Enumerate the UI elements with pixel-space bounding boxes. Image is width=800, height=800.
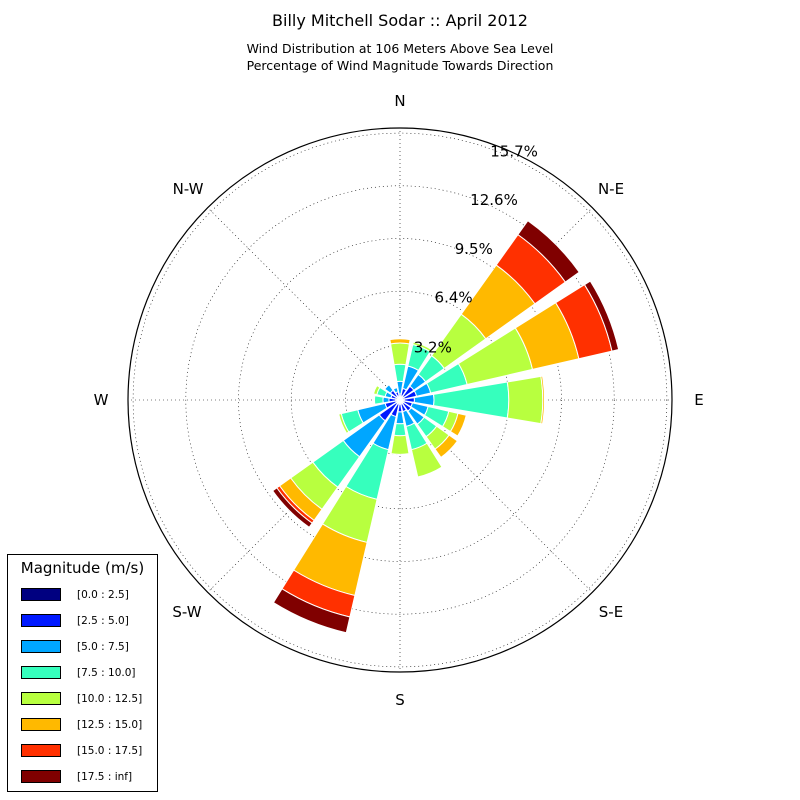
legend-swatch	[21, 666, 61, 679]
legend-label: [7.5 : 10.0]	[77, 667, 136, 679]
wind-bar-segment	[449, 412, 467, 437]
ring-gridline	[290, 290, 510, 510]
wind-bar-segment	[338, 412, 350, 435]
legend-label: [10.0 : 12.5]	[77, 693, 143, 705]
radial-tick-label: 15.7%	[490, 142, 538, 160]
wind-bar-segment	[583, 280, 620, 352]
direction-label: S-W	[172, 603, 201, 621]
legend-title: Magnitude (m/s)	[20, 559, 145, 577]
wind-bar-segment	[374, 395, 384, 405]
direction-label: S	[395, 691, 405, 709]
wind-bar-segment	[389, 338, 411, 345]
legend-swatch	[21, 640, 61, 653]
direction-label: N-E	[598, 180, 624, 198]
radial-tick-label: 6.4%	[435, 289, 473, 307]
wind-bar-segment	[506, 375, 544, 425]
direction-label: S-E	[599, 603, 623, 621]
wind-bar-segment	[372, 384, 381, 396]
legend: Magnitude (m/s) [0.0 : 2.5] [2.5 : 5.0] …	[7, 554, 158, 792]
wind-bar-segment	[412, 341, 433, 353]
legend-label: [12.5 : 15.0]	[77, 719, 143, 731]
wind-bar-segment	[540, 375, 545, 425]
chart-subtitle-line-1: Wind Distribution at 106 Meters Above Se…	[246, 41, 554, 56]
legend-label: [0.0 : 2.5]	[77, 589, 129, 601]
radial-tick-label: 9.5%	[455, 240, 493, 258]
wind-bar-segment	[382, 396, 390, 404]
legend-label: [2.5 : 5.0]	[77, 615, 129, 627]
legend-swatch	[21, 718, 61, 731]
legend-swatch	[21, 744, 61, 757]
wind-bar-segment	[517, 220, 580, 283]
direction-label: N-W	[173, 180, 204, 198]
wind-bar-segment	[272, 588, 351, 634]
wind-bar-segment	[434, 434, 459, 459]
wind-bar-segment	[390, 342, 410, 366]
ring-gridline	[132, 132, 668, 668]
wind-bar-segment	[392, 386, 399, 394]
wind-rose-bars	[271, 220, 620, 634]
wind-bar-segment	[390, 434, 410, 455]
chart-subtitle-line-2: Percentage of Wind Magnitude Towards Dir…	[246, 58, 554, 73]
polar-frame	[127, 127, 673, 673]
wind-bar-segment	[393, 363, 407, 383]
direction-label: W	[94, 391, 109, 409]
wind-bar-segment	[271, 487, 313, 529]
radial-tick-label: 3.2%	[414, 339, 452, 357]
ring-gridline	[238, 238, 562, 562]
legend-swatch	[21, 588, 61, 601]
legend-label: [15.0 : 17.5]	[77, 745, 143, 757]
direction-label: E	[694, 391, 703, 409]
legend-label: [17.5 : inf]	[77, 771, 133, 783]
chart-title: Billy Mitchell Sodar :: April 2012	[272, 11, 528, 30]
legend-swatch	[21, 614, 61, 627]
legend-swatch	[21, 770, 61, 783]
direction-label: N	[394, 92, 405, 110]
radial-tick-label: 12.6%	[470, 191, 518, 209]
wind-bar-segment	[384, 384, 394, 394]
ring-gridline	[185, 185, 615, 615]
radial-gridline	[207, 207, 401, 401]
legend-label: [5.0 : 7.5]	[77, 641, 129, 653]
legend-swatch	[21, 692, 61, 705]
polar-labels: N N-E E S-E S S-W W N-W 3.2% 6.4% 9.5% 12.6% 15.7%	[94, 92, 704, 709]
wind-bar-segment	[410, 442, 443, 478]
wind-bar-segment	[393, 422, 407, 437]
